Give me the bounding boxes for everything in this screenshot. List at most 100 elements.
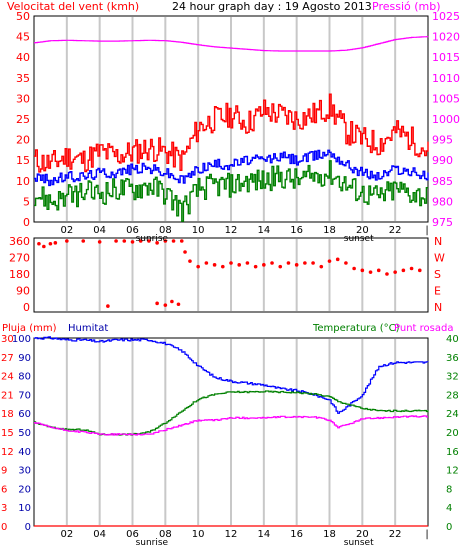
direction-point: [335, 257, 340, 262]
rain-y-tick-label: 9: [1, 466, 7, 477]
direction-point: [147, 239, 151, 243]
direction-point: [155, 301, 159, 306]
x-tick-label: 22: [389, 225, 402, 236]
rain-y-tick-label: 6: [1, 484, 7, 495]
direction-point: [401, 268, 406, 273]
pressure-y-tick-label: 975: [432, 216, 453, 229]
wind-y-tick-label: 15: [16, 154, 30, 167]
wind-speed-title: Velocitat del vent (kmh): [7, 0, 139, 13]
direction-point: [270, 261, 274, 265]
x-tick-label: 22: [389, 529, 402, 540]
rain-title: Pluja (mm): [2, 323, 57, 334]
x-tick-label: 14: [257, 529, 270, 540]
direction-point: [220, 264, 225, 269]
x-tick-label: 16: [290, 529, 303, 540]
x-end-tick: |: [425, 529, 428, 540]
direction-point: [237, 263, 242, 267]
direction-point: [376, 268, 381, 273]
direction-point: [294, 263, 299, 267]
pressure-y-tick-label: 1000: [432, 113, 460, 126]
direction-point: [286, 261, 291, 265]
sunset-label: sunset: [344, 538, 374, 548]
direction-point: [53, 241, 58, 245]
temperature-y-tick-label: 8: [446, 484, 452, 495]
rain-y-tick-label: 0: [1, 522, 7, 533]
x-tick-label: 10: [192, 529, 205, 540]
direction-point: [65, 239, 69, 243]
x-tick-label: 10: [192, 225, 205, 236]
direction-point: [179, 239, 184, 243]
direction-point: [97, 240, 102, 244]
x-tick-label: 16: [290, 225, 303, 236]
direction-point: [138, 239, 143, 243]
rain-y-tick-label: 12: [1, 447, 14, 458]
direction-point: [245, 261, 250, 265]
x-tick-label: 20: [356, 529, 369, 540]
direction-compass-label: N: [434, 235, 442, 248]
direction-point: [114, 239, 118, 243]
humidity-y-tick-label: 30: [18, 466, 31, 477]
pressure-y-tick-label: 985: [432, 175, 453, 188]
wind-y-tick-label: 25: [16, 113, 30, 126]
pressure-line: [34, 36, 429, 52]
humidity-y-tick-label: 50: [18, 428, 31, 439]
pressure-y-tick-label: 990: [432, 154, 453, 167]
humidity-title: Humitat: [68, 323, 108, 334]
temperature-title: Temperatura (°C): [312, 323, 400, 334]
temperature-y-tick-label: 20: [446, 428, 459, 439]
x-tick-label: 18: [323, 225, 336, 236]
temperature-y-tick-label: 40: [446, 334, 459, 345]
wind-gust-line: [34, 93, 429, 173]
direction-point: [170, 299, 174, 304]
temperature-y-tick-label: 12: [446, 466, 459, 477]
direction-compass-label: E: [434, 285, 441, 298]
x-tick-label: 02: [60, 225, 73, 236]
direction-point: [344, 261, 348, 265]
humidity-y-tick-label: 0: [25, 522, 31, 533]
x-tick-label: 12: [225, 529, 238, 540]
direction-y-tick-label: 360: [9, 235, 30, 248]
rain-y-tick-label: 15: [1, 428, 14, 439]
direction-point: [385, 272, 389, 276]
direction-point: [319, 264, 324, 269]
pressure-y-tick-label: 1015: [432, 51, 460, 64]
x-tick-label: 02: [60, 529, 73, 540]
wind-average-line: [34, 149, 429, 187]
direction-point: [393, 270, 397, 274]
dewpoint-title: Punt rosada: [394, 323, 453, 334]
rain-y-tick-label: 3: [1, 503, 7, 514]
wind-y-tick-label: 0: [23, 216, 30, 229]
graph-day-title: 24 hour graph day : 19 Agosto 2013: [172, 0, 372, 13]
sunrise-label: sunrise: [136, 538, 169, 548]
temperature-y-tick-label: 36: [446, 353, 459, 364]
direction-point: [212, 263, 217, 267]
humidity-y-tick-label: 20: [18, 484, 31, 495]
direction-point: [37, 241, 41, 246]
x-tick-label: 18: [323, 529, 336, 540]
direction-point: [204, 261, 209, 265]
direction-y-tick-label: 270: [9, 252, 30, 265]
direction-point: [81, 239, 86, 243]
temperature-y-tick-label: 32: [446, 372, 459, 383]
temperature-y-tick-label: 16: [446, 447, 459, 458]
rain-y-tick-label: 30: [1, 334, 14, 345]
chart-layer: 0510152025303540455097598098599099510001…: [1, 10, 460, 548]
pressure-y-tick-label: 980: [432, 195, 453, 208]
direction-point: [303, 261, 307, 265]
direction-y-tick-label: 180: [9, 268, 30, 281]
wind-y-tick-label: 10: [16, 175, 30, 188]
direction-point: [196, 264, 200, 269]
direction-point: [48, 241, 53, 246]
wind-y-tick-label: 50: [16, 10, 30, 23]
direction-point: [106, 304, 110, 308]
direction-point: [278, 264, 283, 269]
direction-y-tick-label: 90: [16, 285, 30, 298]
rain-y-tick-label: 18: [1, 409, 14, 420]
humidity-y-tick-label: 70: [18, 390, 31, 401]
sunrise-label: sunrise: [136, 234, 169, 244]
wind-y-tick-label: 5: [23, 195, 30, 208]
x-tick-label: 14: [257, 225, 270, 236]
direction-compass-label: W: [434, 252, 445, 265]
pressure-y-tick-label: 1020: [432, 31, 460, 44]
